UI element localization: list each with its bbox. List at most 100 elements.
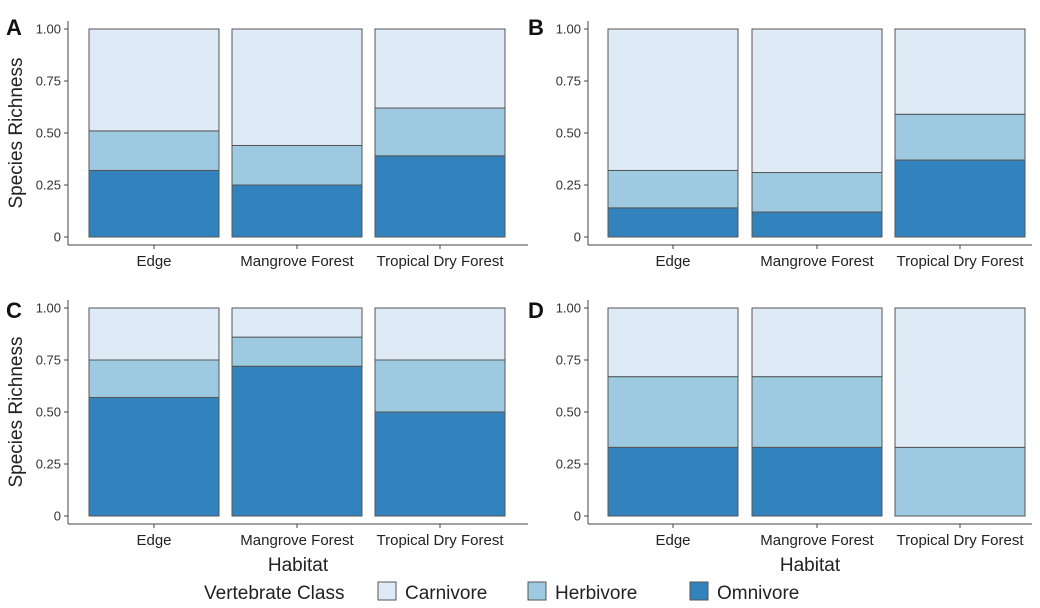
bar-segment-herbivore: [607, 376, 739, 448]
bar-segment-herbivore: [751, 172, 883, 213]
bar-segment-omnivore: [88, 396, 220, 517]
x-axis-title: Habitat: [268, 555, 329, 576]
y-tick-label: 0.25: [556, 178, 581, 193]
bar-segment-omnivore: [231, 365, 363, 517]
bar-segment-herbivore: [751, 376, 883, 448]
y-tick-label: 0.25: [36, 178, 61, 193]
x-tick-label: Tropical Dry Forest: [897, 253, 1025, 270]
bar-segment-herbivore: [88, 130, 220, 171]
bar-segment-carnivore: [88, 28, 220, 132]
legend-swatch-carnivore: [377, 581, 397, 601]
bar-segment-carnivore: [894, 307, 1026, 448]
y-tick-label: 0: [54, 509, 61, 524]
bar-segment-carnivore: [374, 28, 506, 109]
panel-label: C: [6, 298, 22, 323]
bar-group-mangrove-forest: [231, 307, 363, 517]
bar-segment-herbivore: [894, 113, 1026, 161]
y-tick-label: 0.75: [36, 353, 61, 368]
panel-label: B: [528, 15, 544, 40]
bar-segment-carnivore: [231, 307, 363, 338]
y-tick-label: 0: [54, 230, 61, 245]
bar-group-mangrove-forest: [751, 307, 883, 517]
x-tick-label: Mangrove Forest: [240, 532, 354, 549]
panel-c: C 0 0.25 0.50 0.75 1.00 Edge Mangrove Forest Tro…: [6, 298, 528, 576]
bar-segment-carnivore: [374, 307, 506, 361]
panel-a: A 0 0.25 0.50 0.75 1.00 Edge Mangrove Forest Tro…: [6, 15, 528, 270]
bar-segment-omnivore: [751, 446, 883, 517]
y-tick-label: 0.75: [556, 353, 581, 368]
bar-group-tropical-dry-forest: [374, 28, 506, 238]
y-tick-label: 0.25: [556, 457, 581, 472]
legend-swatch-omnivore: [689, 581, 709, 601]
y-tick-label: 1.00: [556, 22, 581, 37]
bar-segment-carnivore: [607, 28, 739, 171]
y-tick-label: 0.50: [36, 126, 61, 141]
bar-segment-herbivore: [607, 169, 739, 209]
y-tick-label: 0.50: [36, 405, 61, 420]
panel-label: A: [6, 15, 22, 40]
bar-group-mangrove-forest: [231, 28, 363, 238]
legend-label-herbivore: Herbivore: [555, 583, 637, 604]
x-tick-label: Edge: [655, 532, 690, 549]
bar-segment-omnivore: [374, 411, 506, 517]
bar-group-edge: [88, 307, 220, 517]
bar-segment-omnivore: [751, 211, 883, 238]
bar-group-tropical-dry-forest: [374, 307, 506, 517]
x-tick-label: Edge: [136, 253, 171, 270]
bar-segment-omnivore: [88, 169, 220, 238]
x-tick-label: Tropical Dry Forest: [897, 532, 1025, 549]
bar-group-edge: [607, 307, 739, 517]
bar-segment-carnivore: [231, 28, 363, 146]
legend: Vertebrate Class Carnivore Herbivore Omnivo…: [204, 581, 799, 604]
bar-segment-omnivore: [894, 159, 1026, 238]
x-tick-label: Mangrove Forest: [760, 253, 874, 270]
bar-segment-herbivore: [231, 144, 363, 186]
y-tick-label: 1.00: [36, 22, 61, 37]
y-tick-label: 0.50: [556, 405, 581, 420]
bar-segment-carnivore: [88, 307, 220, 361]
panel-d: D 0 0.25 0.50 0.75 1.00 Edge Mangrove Forest Tro…: [528, 298, 1032, 576]
x-tick-label: Edge: [136, 532, 171, 549]
legend-label-carnivore: Carnivore: [405, 583, 487, 604]
bar-segment-carnivore: [894, 28, 1026, 115]
bar-segment-herbivore: [374, 107, 506, 157]
bar-segment-herbivore: [88, 359, 220, 398]
x-axis-title: Habitat: [780, 555, 841, 576]
x-tick-label: Mangrove Forest: [760, 532, 874, 549]
y-tick-label: 0.25: [36, 457, 61, 472]
bar-segment-carnivore: [607, 307, 739, 378]
bar-segment-omnivore: [231, 184, 363, 238]
legend-label-omnivore: Omnivore: [717, 583, 799, 604]
y-axis-title: Species Richness: [6, 57, 27, 208]
bar-group-edge: [88, 28, 220, 238]
y-tick-label: 0.75: [36, 74, 61, 89]
y-tick-label: 0: [574, 509, 581, 524]
bar-group-tropical-dry-forest: [894, 307, 1026, 517]
panel-b: B 0 0.25 0.50 0.75 1.00 Edge Mangrove Forest Tro…: [528, 15, 1032, 270]
y-tick-label: 1.00: [36, 301, 61, 316]
x-tick-label: Mangrove Forest: [240, 253, 354, 270]
chart-panels: A 0 0.25 0.50 0.75 1.00 Edge Mangrove Forest Tro…: [6, 15, 1032, 576]
y-tick-label: 0: [574, 230, 581, 245]
bar-segment-carnivore: [751, 28, 883, 174]
panel-label: D: [528, 298, 544, 323]
y-tick-label: 0.75: [556, 74, 581, 89]
x-tick-label: Tropical Dry Forest: [377, 253, 505, 270]
legend-swatch-herbivore: [527, 581, 547, 601]
bar-group-mangrove-forest: [751, 28, 883, 238]
x-tick-label: Tropical Dry Forest: [377, 532, 505, 549]
y-axis-title: Species Richness: [6, 336, 27, 487]
bar-segment-herbivore: [374, 359, 506, 413]
x-tick-label: Edge: [655, 253, 690, 270]
bar-segment-herbivore: [894, 446, 1026, 517]
bar-group-edge: [607, 28, 739, 238]
legend-title: Vertebrate Class: [204, 583, 344, 604]
bar-segment-omnivore: [374, 155, 506, 238]
bar-group-tropical-dry-forest: [894, 28, 1026, 238]
bar-segment-omnivore: [607, 446, 739, 517]
bar-segment-herbivore: [231, 336, 363, 367]
y-tick-label: 1.00: [556, 301, 581, 316]
y-tick-label: 0.50: [556, 126, 581, 141]
bar-segment-omnivore: [607, 207, 739, 238]
